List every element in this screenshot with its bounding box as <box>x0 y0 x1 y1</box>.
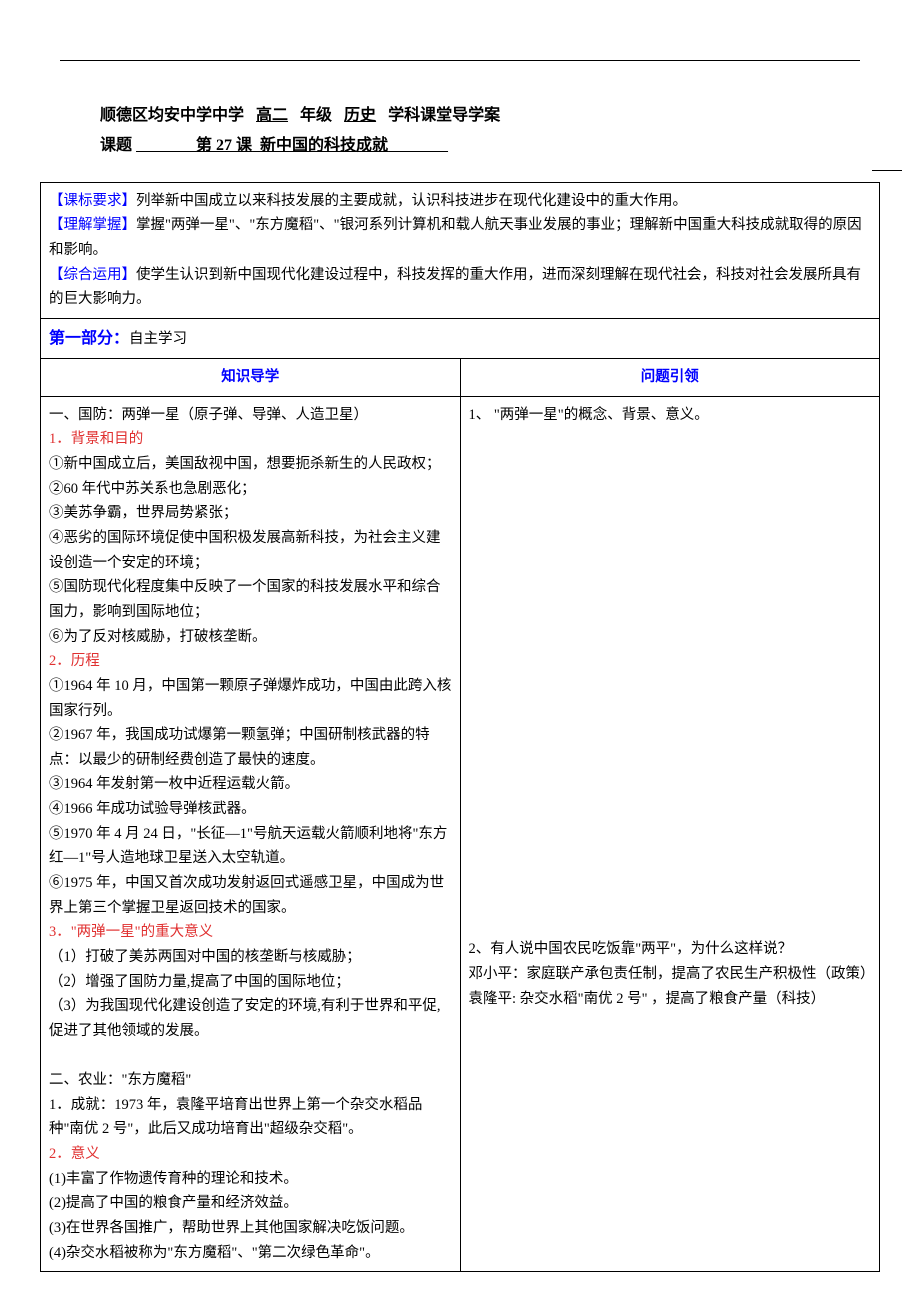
sec1-2-i0: ①1964 年 10 月，中国第一颗原子弹爆炸成功，中国由此跨入核国家行列。 <box>49 674 452 723</box>
question-1: 1、 "两弹一星"的概念、背景、意义。 <box>469 403 872 428</box>
subheader-row: 知识导学 问题引领 <box>41 359 880 397</box>
sec1-1-i3: ④恶劣的国际环境促使中国积极发展高新科技，为社会主义建设创造一个安定的环境； <box>49 526 452 575</box>
col-header-right: 问题引领 <box>460 359 880 397</box>
sec1-1-i1: ②60 年代中苏关系也急剧恶化； <box>49 477 452 502</box>
sec1-1-i4: ⑤国防现代化程度集中反映了一个国家的科技发展水平和综合国力，影响到国际地位； <box>49 575 452 624</box>
lesson-title: 新中国的科技成就 <box>260 137 388 154</box>
standard-2-text: 掌握"两弹一星"、"东方魔稻"、"银河系列计算机和载人航天事业发展的事业；理解新… <box>49 217 862 258</box>
standard-1-text: 列举新中国成立以来科技发展的主要成就，认识科技进步在现代化建设中的重大作用。 <box>136 193 687 209</box>
question-2: 2、有人说中国农民吃饭靠"两平"，为什么这样说？ <box>469 937 872 962</box>
grade: 高二 <box>256 107 288 124</box>
sec1-2-i5: ⑥1975 年，中国又首次成功发射返回式遥感卫星，中国成为世界上第三个掌握卫星返… <box>49 871 452 920</box>
margin-dash <box>872 170 902 171</box>
sec1-1-i2: ③美苏争霸，世界局势紧张； <box>49 501 452 526</box>
sec1-title: 一、国防：两弹一星（原子弹、导弹、人造卫星） <box>49 403 452 428</box>
question-cell: 1、 "两弹一星"的概念、背景、意义。 2、有人说中国农民吃饭靠"两平"，为什么… <box>460 396 880 1271</box>
top-divider <box>60 60 860 61</box>
grade-suffix: 年级 <box>300 107 332 124</box>
sec1-2-i2: ③1964 年发射第一枚中近程运载火箭。 <box>49 772 452 797</box>
standard-1: 【课标要求】列举新中国成立以来科技发展的主要成就，认识科技进步在现代化建设中的重… <box>49 189 871 214</box>
topic-label: 课题 <box>100 137 132 154</box>
standard-3-text: 使学生认识到新中国现代化建设过程中，科技发挥的重大作用，进而深刻理解在现代社会，… <box>49 267 861 308</box>
sec1-2-i4: ⑤1970 年 4 月 24 日，"长征—1"号航天运载火箭顺利地将"东方红—1… <box>49 822 452 871</box>
header-line-1: 顺德区均安中学中学 高二 年级 历史 学科课堂导学案 <box>100 101 880 131</box>
part1-title-row: 第一部分：自主学习 <box>41 318 880 358</box>
sec2-2-i3: (4)杂交水稻被称为"东方魔稻"、"第二次绿色革命"。 <box>49 1241 452 1266</box>
knowledge-cell: 一、国防：两弹一星（原子弹、导弹、人造卫星） 1．背景和目的 ①新中国成立后，美… <box>41 396 461 1271</box>
sec1-1-i5: ⑥为了反对核威胁，打破核垄断。 <box>49 625 452 650</box>
sec2-title: 二、农业："东方魔稻" <box>49 1068 452 1093</box>
question-spacer <box>469 427 872 937</box>
topic-value: 第 27 课 新中国的科技成就 <box>136 137 448 154</box>
doc-type: 学科课堂导学案 <box>388 107 500 124</box>
standard-1-label: 【课标要求】 <box>49 193 136 209</box>
sec1-3-i0: （1）打破了美苏两国对中国的核垄断与核威胁； <box>49 945 452 970</box>
sec1-3-title: 3．"两弹一星"的重大意义 <box>49 920 452 945</box>
sec1-1-title: 1．背景和目的 <box>49 427 452 452</box>
part1-prefix: 第一部分： <box>49 330 129 347</box>
standards-row: 【课标要求】列举新中国成立以来科技发展的主要成就，认识科技进步在现代化建设中的重… <box>41 182 880 318</box>
standard-2-label: 【理解掌握】 <box>49 217 136 233</box>
standards-cell: 【课标要求】列举新中国成立以来科技发展的主要成就，认识科技进步在现代化建设中的重… <box>41 182 880 318</box>
col-header-left: 知识导学 <box>41 359 461 397</box>
sec2-2-i0: (1)丰富了作物遗传育种的理论和技术。 <box>49 1167 452 1192</box>
sec2-2-i1: (2)提高了中国的粮食产量和经济效益。 <box>49 1191 452 1216</box>
sec1-2-i3: ④1966 年成功试验导弹核武器。 <box>49 797 452 822</box>
standard-2: 【理解掌握】掌握"两弹一星"、"东方魔稻"、"银河系列计算机和载人航天事业发展的… <box>49 213 871 262</box>
main-table: 【课标要求】列举新中国成立以来科技发展的主要成就，认识科技进步在现代化建设中的重… <box>40 182 880 1272</box>
question-2-a2: 袁隆平: 杂交水稻"南优 2 号" ，提高了粮食产量（科技） <box>469 987 872 1012</box>
sec2-1: 1．成就：1973 年，袁隆平培育出世界上第一个杂交水稻品种"南优 2 号"，此… <box>49 1093 452 1142</box>
standard-3-label: 【综合运用】 <box>49 267 136 283</box>
sec1-3-i1: （2）增强了国防力量,提高了中国的国际地位； <box>49 970 452 995</box>
header-line-2: 课题 第 27 课 新中国的科技成就 <box>100 131 880 161</box>
sec1-2-title: 2．历程 <box>49 649 452 674</box>
sec1-1-i0: ①新中国成立后，美国敌视中国，想要扼杀新生的人民政权； <box>49 452 452 477</box>
standard-3: 【综合运用】使学生认识到新中国现代化建设过程中，科技发挥的重大作用，进而深刻理解… <box>49 263 871 312</box>
part1-title-cell: 第一部分：自主学习 <box>41 318 880 358</box>
content-row: 一、国防：两弹一星（原子弹、导弹、人造卫星） 1．背景和目的 ①新中国成立后，美… <box>41 396 880 1271</box>
question-2-a1: 邓小平：家庭联产承包责任制，提高了农民生产积极性（政策） <box>469 962 872 987</box>
sec1-3-i2: （3）为我国现代化建设创造了安定的环境,有利于世界和平促,促进了其他领域的发展。 <box>49 994 452 1043</box>
sec2-2-title: 2．意义 <box>49 1142 452 1167</box>
document-header: 顺德区均安中学中学 高二 年级 历史 学科课堂导学案 课题 第 27 课 新中国… <box>100 101 880 162</box>
subject: 历史 <box>344 107 376 124</box>
sec1-2-i1: ②1967 年，我国成功试爆第一颗氢弹；中国研制核武器的特点：以最少的研制经费创… <box>49 723 452 772</box>
sec2-2-i2: (3)在世界各国推广，帮助世界上其他国家解决吃饭问题。 <box>49 1216 452 1241</box>
lesson-no: 第 27 课 <box>196 137 252 154</box>
school-name: 顺德区均安中学中学 <box>100 107 244 124</box>
part1-text: 自主学习 <box>129 331 187 347</box>
